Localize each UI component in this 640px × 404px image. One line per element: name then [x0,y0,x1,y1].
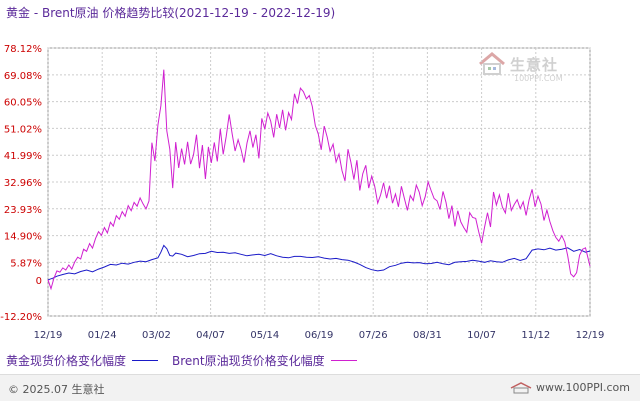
footer-copyright: © 2025.07 生意社 [8,383,105,396]
x-tick-label: 01/24 [88,330,117,341]
watermark-name: 生意社 [510,56,559,74]
footer-site-url[interactable]: www.100PPI.com [536,381,630,394]
x-tick-label: 12/19 [34,330,63,341]
legend-swatch-gold [132,360,159,361]
legend: 黄金现货价格变化幅度 Brent原油现货价格变化幅度 [6,352,371,369]
legend-label-brent: Brent原油现货价格变化幅度 [172,354,325,368]
y-tick-label: 78.12% [4,44,42,55]
footer: © 2025.07 生意社 www.100PPI.com [0,374,640,401]
x-tick-label: 06/19 [305,330,334,341]
y-tick-label: 0 [36,276,42,287]
legend-swatch-brent [330,360,357,361]
y-tick-label: 41.99% [4,151,42,162]
y-tick-label: 14.90% [4,232,42,243]
x-tick-label: 03/02 [142,330,171,341]
chart-title: 黄金 - Brent原油 价格趋势比较(2021-12-19 - 2022-12… [6,6,336,20]
x-tick-label: 11/12 [521,330,550,341]
x-tick-label: 10/07 [467,330,496,341]
x-tick-label: 04/07 [196,330,225,341]
y-tick-label: 69.08% [4,71,42,82]
series-line-gold [47,244,591,281]
y-tick-label: 60.05% [4,98,42,109]
house-logo-icon [479,52,505,75]
y-tick-label: 32.96% [4,178,42,189]
series-line-brent [47,69,591,291]
watermark-site: 100PPI.COM [514,74,563,83]
watermark-logo: 生意社 100PPI.COM [478,52,578,92]
site-logo-icon [510,381,532,393]
x-tick-label: 08/31 [413,330,442,341]
y-tick-label: -12.20% [0,312,42,323]
x-tick-label: 05/14 [250,330,279,341]
y-tick-label: 5.87% [10,258,42,269]
x-tick-label: 12/19 [576,330,605,341]
legend-label-gold: 黄金现货价格变化幅度 [6,354,127,368]
footer-site[interactable]: www.100PPI.com [510,381,630,394]
x-tick-label: 07/26 [359,330,388,341]
y-tick-label: 51.02% [4,124,42,135]
y-tick-label: 23.93% [4,205,42,216]
